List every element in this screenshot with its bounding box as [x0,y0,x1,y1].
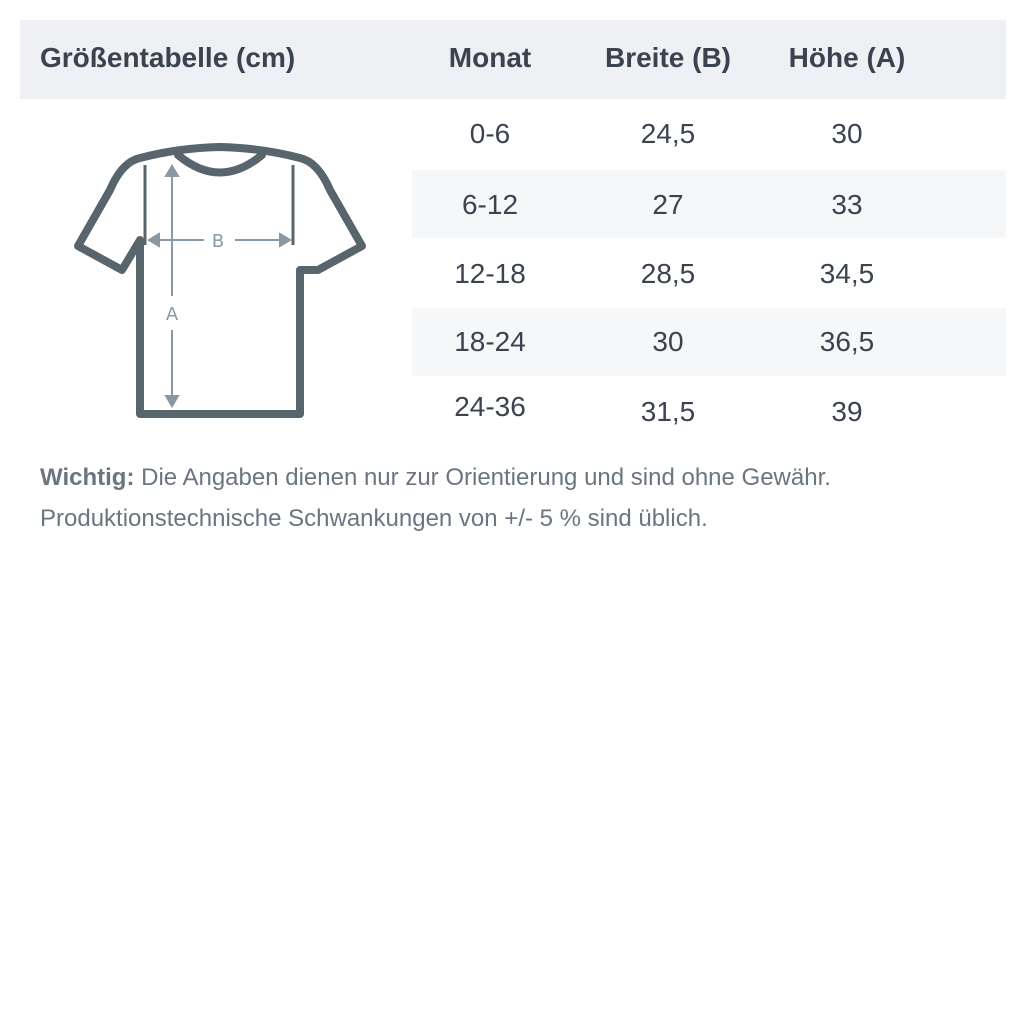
cell-breite: 24,5 [640,118,696,149]
tshirt-collar [174,151,266,177]
table-row: 6-12 27 33 [412,170,1006,238]
table-row: 24-36 31,5 39 [412,377,1006,445]
note-line1: Die Angaben dienen nur zur Orientierung … [134,464,831,491]
column-header-monat: Monat [448,42,532,73]
note-bold: Wichtig: [40,464,135,491]
column-header-hoehe: Höhe (A) [788,42,906,73]
cell-monat: 6-12 [461,189,519,220]
note-line2: Produktionstechnische Schwankungen von +… [40,505,708,532]
measure-arrows [147,164,292,408]
tshirt-outline [74,143,366,418]
label-a: A [166,304,179,325]
cell-monat: 12-18 [454,258,526,289]
cell-hoehe: 34,5 [819,258,875,289]
cell-hoehe: 36,5 [819,326,875,357]
cell-monat: 0-6 [469,118,511,149]
cell-hoehe: 39 [831,396,863,427]
label-b: B [212,231,224,252]
cell-hoehe: 33 [831,189,863,220]
cell-breite: 27 [652,189,684,220]
table-title: Größentabelle (cm) [40,42,296,73]
tshirt-diagram-icon: B A [74,143,366,418]
table-row: 0-6 24,5 30 [412,99,1006,167]
table-row: 12-18 28,5 34,5 [412,239,1006,307]
column-header-breite: Breite (B) [604,42,731,73]
disclaimer-note: Wichtig: Die Angaben dienen nur zur Orie… [40,457,831,539]
cell-breite: 31,5 [640,396,696,427]
cell-monat: 24-36 [454,391,526,422]
cell-breite: 28,5 [640,258,696,289]
table-header [20,20,1006,99]
cell-hoehe: 30 [831,118,863,149]
cell-breite: 30 [652,326,684,357]
table-row: 18-24 30 36,5 [412,308,1006,376]
cell-monat: 18-24 [454,326,526,357]
